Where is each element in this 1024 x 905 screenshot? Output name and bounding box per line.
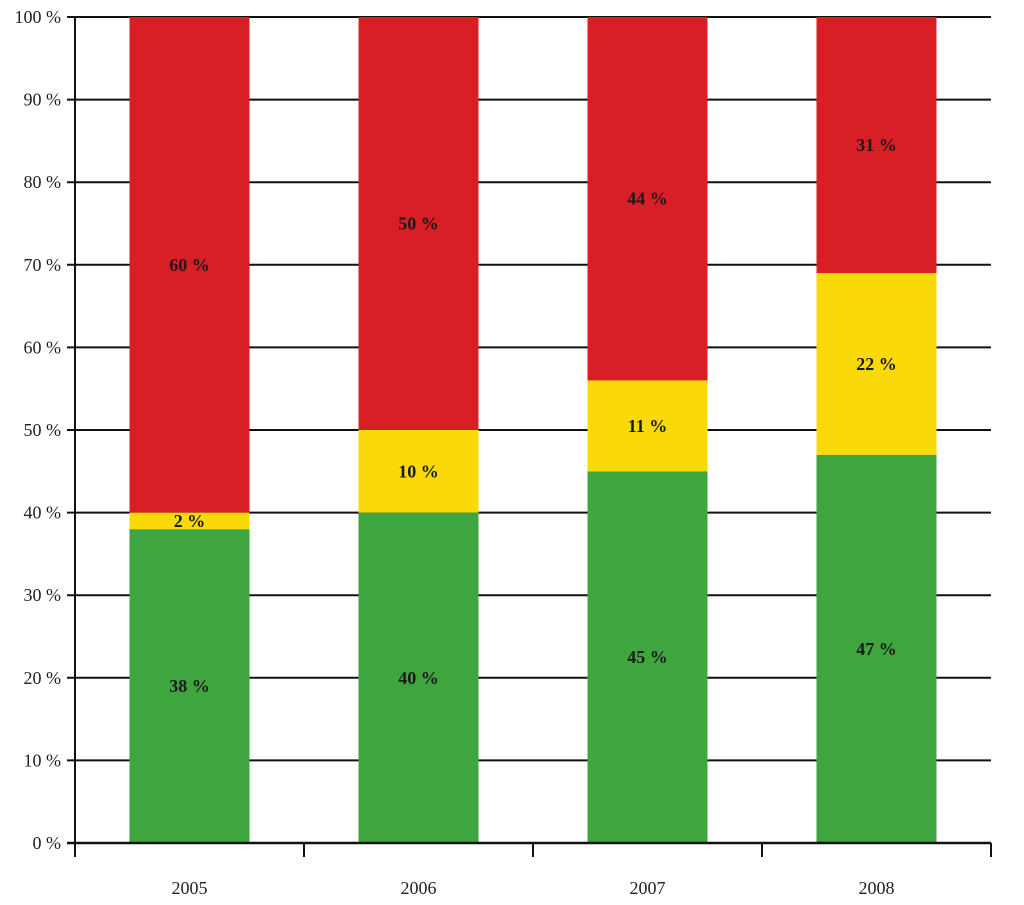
- segment-label: 40 %: [398, 668, 439, 688]
- y-tick-label: 90 %: [24, 90, 62, 110]
- segment-label: 2 %: [174, 511, 206, 531]
- bar-segment-2007-1: [587, 380, 708, 472]
- bar-segment-2005-0: [129, 529, 250, 843]
- y-tick-label: 50 %: [24, 420, 62, 440]
- segment-label: 45 %: [627, 647, 668, 667]
- y-tick-label: 100 %: [15, 7, 62, 27]
- segment-label: 31 %: [856, 135, 897, 155]
- bar-segment-2006-1: [358, 430, 479, 513]
- y-tick-label: 80 %: [24, 172, 62, 192]
- axes: [67, 16, 992, 857]
- x-tick-label: 2007: [630, 878, 666, 898]
- bar-segment-2007-0: [587, 471, 708, 843]
- bar-segment-2008-0: [816, 454, 937, 843]
- y-tick-label: 60 %: [24, 337, 62, 357]
- y-tick-label: 70 %: [24, 255, 62, 275]
- segment-labels: 38 % 2 % 60 % 40 % 10 % 50 % 45 % 11 % 44 % 47 % 2…: [169, 135, 897, 696]
- segment-label: 22 %: [856, 354, 897, 374]
- bar-segment-2005-1: [129, 512, 250, 530]
- x-tick-label: 2008: [859, 878, 895, 898]
- bar-segment-2007-2: [587, 17, 708, 381]
- bar-segment-2005-2: [129, 17, 250, 513]
- segment-label: 60 %: [169, 255, 210, 275]
- x-tick-label: 2005: [172, 878, 208, 898]
- y-tick-label: 20 %: [24, 668, 62, 688]
- bars: [129, 17, 937, 843]
- x-tick-label: 2006: [401, 878, 437, 898]
- x-tick-labels: 2005 2006 2007 2008: [172, 878, 895, 898]
- y-tick-label: 0 %: [33, 833, 62, 853]
- bar-segment-2006-0: [358, 512, 479, 843]
- segment-label: 47 %: [856, 639, 897, 659]
- bar-segment-2006-2: [358, 17, 479, 430]
- segment-label: 50 %: [398, 214, 439, 234]
- bar-segment-2008-1: [816, 273, 937, 455]
- y-tick-label: 10 %: [24, 750, 62, 770]
- segment-label: 38 %: [169, 676, 210, 696]
- segment-label: 10 %: [398, 461, 439, 481]
- bar-segment-2008-2: [816, 17, 937, 274]
- segment-label: 11 %: [628, 416, 668, 436]
- y-tick-labels: 0 % 10 % 20 % 30 % 40 % 50 % 60 % 70 % 80 % 90 % 1…: [15, 7, 62, 853]
- y-tick-label: 40 %: [24, 503, 62, 523]
- segment-label: 44 %: [627, 189, 668, 209]
- y-tick-label: 30 %: [24, 585, 62, 605]
